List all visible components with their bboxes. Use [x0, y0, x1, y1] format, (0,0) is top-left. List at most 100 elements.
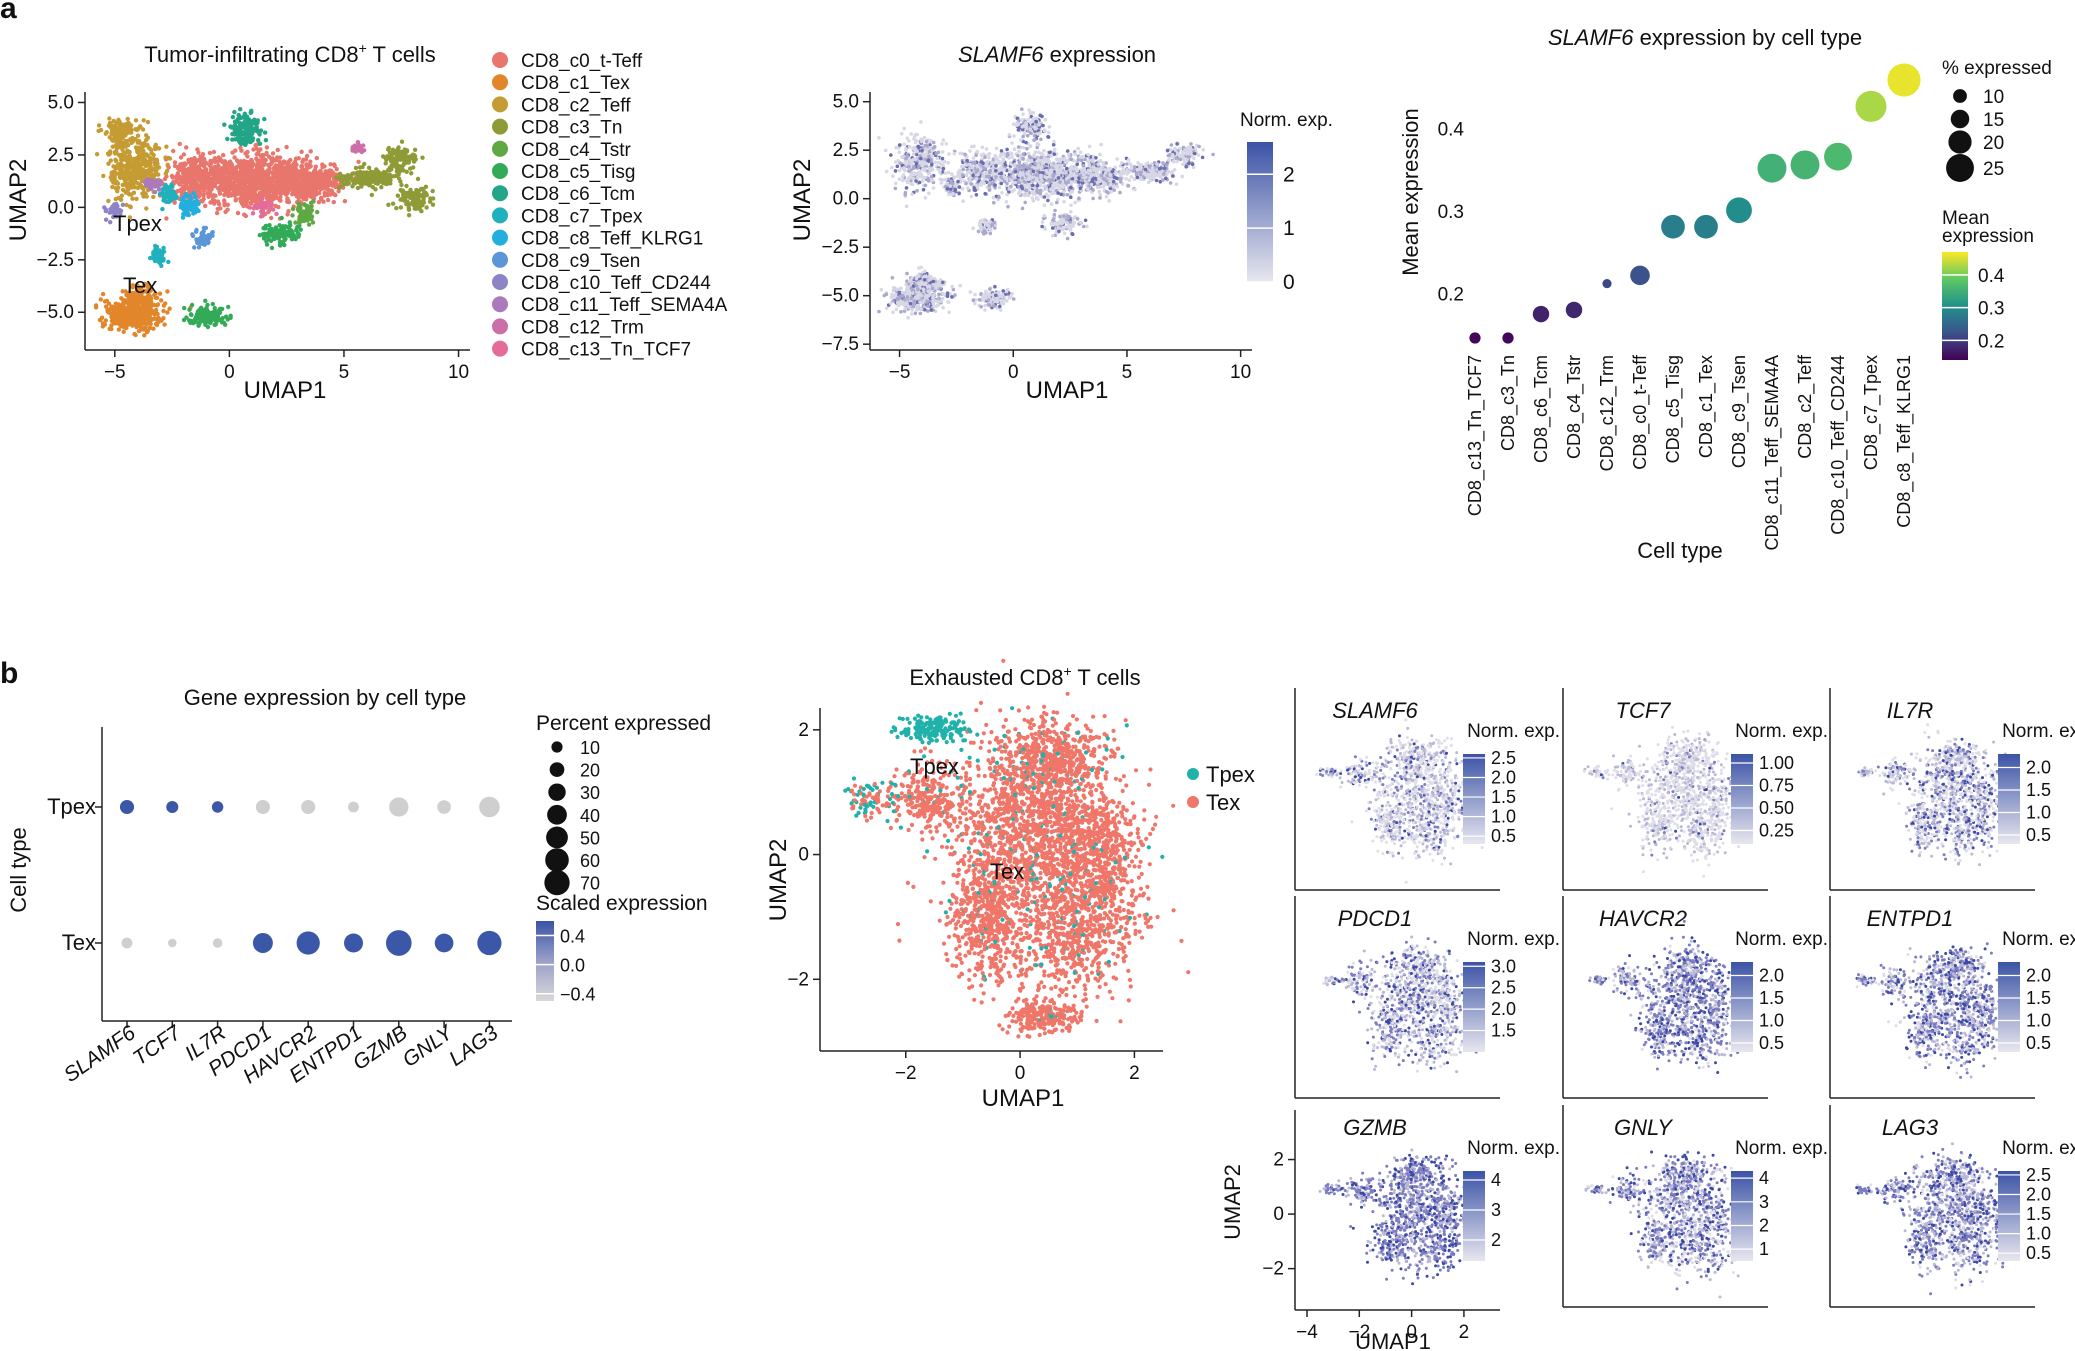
umap-slamf6-point: [1017, 160, 1022, 165]
umap-all-point: [283, 170, 288, 175]
umap-all-point: [285, 199, 290, 204]
umap-all-point: [370, 176, 375, 181]
umap-all-point: [161, 316, 166, 321]
umap-slamf6-point: [1039, 155, 1043, 160]
umap-all-point: [240, 168, 245, 173]
umap-all-point: [94, 152, 100, 157]
umap-all-point: [264, 152, 269, 157]
umap-all-point: [187, 307, 192, 312]
umap-slamf6-panel: SLAMF6 expression −5 0 5 105.02.50.0−2.5−5.…: [789, 42, 1333, 404]
umap-all-point: [138, 314, 144, 319]
umap-slamf6-point: [994, 146, 999, 151]
umap-all-point: [171, 148, 176, 154]
umap-all-point: [157, 291, 163, 296]
umap-slamf6-point: [1083, 157, 1087, 162]
umap-all-point: [277, 155, 283, 160]
umap-slamf6-point: [1133, 187, 1137, 192]
umap-slamf6-point: [1012, 147, 1017, 151]
umap-all-point: [235, 210, 241, 216]
umap-all-point: [255, 158, 260, 163]
umap-all-point: [139, 171, 145, 176]
umap-all-point: [419, 193, 424, 199]
umap-all-point: [258, 147, 263, 152]
umap-all-clouds: [93, 107, 436, 338]
umap-all-point: [130, 196, 135, 201]
umap-all-point: [155, 302, 161, 307]
umap-all-point: [265, 231, 271, 236]
umap-all-point: [144, 133, 149, 138]
umap-all-point: [266, 191, 271, 196]
umap-all-point: [248, 190, 253, 196]
umap-all-point: [277, 223, 282, 228]
umap-all-point: [185, 186, 191, 191]
umap-all-point: [127, 163, 133, 168]
umap-all-legend-label: CD8_c13_Tn_TCF7: [521, 340, 691, 361]
umap-all-point: [320, 176, 325, 181]
umap-all-point: [408, 187, 413, 193]
umap-all-point: [112, 151, 118, 156]
umap-all-point: [395, 146, 401, 152]
umap-all-point: [134, 147, 140, 152]
umap-all-point: [306, 222, 312, 227]
umap-all-point: [210, 193, 216, 198]
umap-all-point: [167, 156, 173, 161]
umap-slamf6-point: [1056, 191, 1060, 195]
umap-all-point: [346, 181, 352, 186]
umap-slamf6-point: [1111, 185, 1116, 189]
umap-all-point: [423, 184, 429, 189]
umap-all-point: [175, 188, 180, 194]
umap-all-point: [403, 160, 409, 165]
umap-all-legend-label: CD8_c11_Teff_SEMA4A: [521, 295, 728, 316]
umap-all-point: [287, 231, 292, 236]
umap-all-point: [227, 187, 232, 192]
umap-all-legend-swatch: [492, 185, 508, 202]
umap-all-point: [300, 172, 306, 177]
umap-all-legend-label: CD8_c2_Teff: [521, 95, 631, 116]
umap-all-point: [214, 172, 220, 177]
umap-all-point: [275, 147, 280, 153]
umap-all-point: [300, 182, 305, 187]
umap-slamf6-point: [1049, 202, 1054, 206]
umap-slamf6-point: [1050, 177, 1055, 182]
umap-all-x-tick-label: 5: [339, 362, 350, 383]
umap-slamf6-point: [1075, 162, 1079, 167]
umap-all-point: [387, 172, 392, 177]
umap-all-point: [182, 177, 188, 183]
umap-slamf6-point: [1062, 156, 1067, 161]
umap-slamf6-point: [1069, 185, 1073, 190]
umap-all-point: [192, 245, 197, 250]
umap-all-point: [387, 178, 392, 183]
umap-all-point: [194, 227, 199, 233]
umap-all-point: [104, 298, 110, 304]
umap-slamf6-point: [1019, 184, 1024, 189]
umap-slamf6-point: [1069, 203, 1073, 207]
umap-all-point: [212, 164, 218, 169]
umap-all-point: [135, 133, 141, 138]
umap-all-point: [128, 316, 133, 321]
umap-all-point: [284, 144, 289, 150]
umap-all-point: [186, 212, 191, 218]
umap-all-point: [424, 205, 429, 210]
umap-all-legend-label: CD8_c5_Tisg: [521, 162, 635, 183]
umap-all-point: [327, 192, 332, 197]
umap-all-point: [287, 164, 293, 169]
umap-all-point: [247, 205, 252, 210]
umap-all-point: [133, 300, 139, 305]
umap-slamf6-point: [1046, 198, 1050, 203]
umap-all-point: [202, 182, 207, 187]
umap-all-legend-label: CD8_c6_Tcm: [521, 184, 635, 205]
umap-all-point: [210, 301, 215, 307]
umap-all-point: [154, 158, 160, 163]
umap-all-point: [411, 200, 416, 205]
umap-slamf6-point: [1000, 191, 1004, 195]
umap-all-point: [164, 144, 169, 149]
umap-all-point: [203, 203, 208, 209]
umap-slamf6-point: [1044, 192, 1049, 197]
umap-all-point: [222, 200, 227, 205]
umap-all-point: [182, 172, 187, 177]
umap-all-point: [379, 185, 384, 190]
umap-slamf6-point: [1034, 179, 1039, 183]
umap-all-point: [300, 192, 306, 198]
umap-all-point: [186, 203, 191, 209]
umap-all-point: [107, 135, 112, 140]
